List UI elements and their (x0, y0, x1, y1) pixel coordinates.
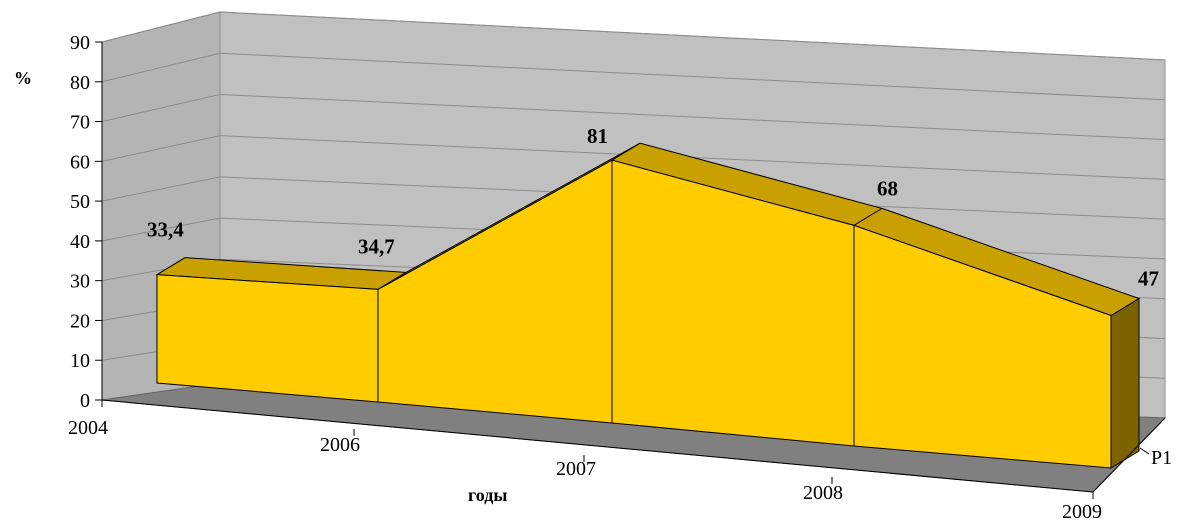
gridline-back (219, 52, 1166, 101)
y-tick-label: 0 (80, 390, 90, 412)
y-tick-label: 40 (70, 231, 90, 253)
gridline-side (101, 93, 221, 123)
data-labels: 33,4 34,7 81 68 47 (147, 124, 1159, 290)
data-label: 34,7 (358, 234, 395, 258)
data-label: 68 (877, 176, 898, 200)
y-tick-label: 60 (70, 151, 90, 173)
y-tick-label: 90 (70, 32, 90, 54)
depth-axis-line (1092, 417, 1166, 493)
y-tick-label: 80 (70, 72, 90, 94)
data-label: 47 (1138, 267, 1159, 291)
x-tick-label: 2007 (556, 458, 596, 480)
y-axis-label: % (14, 68, 32, 88)
x-axis-ticks: 2004 2006 2007 2008 2009 (68, 399, 1102, 522)
gridline-side (101, 135, 221, 162)
y-tick-label: 50 (70, 191, 90, 213)
series-side-face (1110, 297, 1140, 469)
x-tick-label: 2004 (68, 417, 108, 439)
gridline-side (101, 176, 221, 202)
y-tick-label: 10 (70, 350, 90, 372)
x-tick-label: 2006 (320, 434, 360, 456)
gridline-back (219, 93, 1166, 141)
gridline-side (101, 11, 221, 43)
x-axis-line (101, 399, 1094, 493)
y-tick-label: 20 (70, 310, 90, 332)
depth-tick (1139, 447, 1150, 455)
x-tick-label: 2009 (1062, 501, 1102, 522)
gridline-back (219, 11, 1166, 61)
x-tick-label: 2008 (803, 482, 843, 504)
gridline-side (101, 217, 221, 242)
series-area-p1 (155, 142, 1141, 469)
data-label: 33,4 (147, 218, 184, 242)
depth-axis-label: Р1 (1151, 447, 1172, 469)
y-axis: 0 10 20 30 40 50 60 70 80 90 (70, 32, 103, 412)
y-tick-label: 30 (70, 271, 90, 293)
gridline-side (101, 52, 221, 83)
data-label: 81 (587, 124, 608, 148)
y-tick-label: 70 (70, 112, 90, 134)
x-axis-label: годы (468, 485, 507, 505)
series-front-face (156, 159, 1112, 469)
